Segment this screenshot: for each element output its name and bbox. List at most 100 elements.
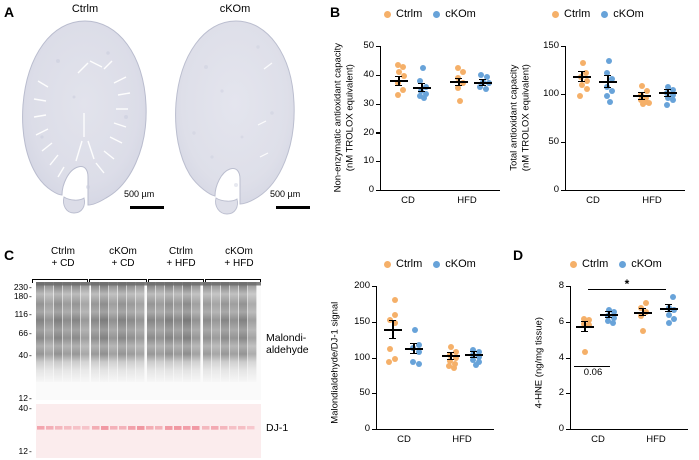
b2-ticklabel-50: 50 [548,136,559,147]
histology-section-ctrlm [22,20,147,214]
data-point [392,297,398,303]
pvalue-line [574,366,610,368]
error-bar [392,320,394,338]
b1-tick-30 [376,103,380,105]
data-point [455,85,461,91]
mw-66: 66 [18,328,28,338]
significance-bar [588,289,666,291]
data-point [477,84,483,90]
d-cat-hfd: HFD [646,434,666,445]
data-point [447,358,453,364]
b1-y-axis [380,46,382,191]
data-point [640,101,646,107]
b1-cat-cd: CD [401,195,415,206]
data-point [639,83,645,89]
error-cap [470,350,477,352]
data-point [646,100,652,106]
data-point [457,98,463,104]
d-tick-0 [566,429,570,431]
data-point [666,312,672,318]
c-tick-150 [372,321,376,324]
data-point [460,80,466,86]
legend-label-ctrlm-b1: Ctrlm [396,8,423,20]
data-point [586,322,592,328]
error-cap [638,99,645,101]
c-ticklabel-100: 100 [354,351,370,363]
error-cap [604,87,611,89]
d-cat-cd: CD [591,434,605,445]
error-cap [470,357,477,359]
b2-ticklabel-150: 150 [543,40,559,51]
scalebar-2 [276,206,310,209]
data-point [392,312,398,318]
data-point [400,64,406,70]
legend-label-ctrlm-d: Ctrlm [582,258,609,270]
blot-group-header-4: cKOm + HFD [224,246,254,269]
b2-ylabel-line2: (nM TROLOX equivalent) [520,64,532,172]
data-point [484,74,490,80]
error-cap [447,359,454,361]
data-point [421,95,427,101]
legend-dot-ckom-d [619,260,627,268]
error-cap [665,311,672,313]
data-point [392,320,398,326]
panel-letter-c: C [4,247,15,263]
data-point [478,72,484,78]
panel-letter-b: B [330,4,341,20]
error-cap [395,85,402,87]
data-point [473,362,479,368]
data-point [577,93,583,99]
c-y-axis [376,286,378,430]
error-cap [578,70,585,72]
d-y-axis [570,286,572,430]
blot-bracket-3 [148,279,204,283]
data-point [386,359,392,365]
data-point [423,91,429,97]
error-bar [607,75,609,87]
b1-ticklabel-40: 40 [363,69,374,80]
data-point [451,365,457,371]
legend-dot-ctrlm-d [570,260,577,268]
c-cat-hfd: HFD [452,434,472,445]
data-point [476,359,482,365]
data-point [611,315,617,321]
b1-cat-hfd: HFD [457,195,477,206]
blot-label-malondialdehyde: Malondi-aldehyde [266,332,309,357]
data-point [670,92,676,98]
error-bar [473,351,475,357]
error-cap [664,88,671,90]
b1-tick-0 [376,190,380,192]
data-point [671,316,677,322]
legend-c: Ctrlm cKOm [384,258,476,270]
error-bar [458,78,460,85]
d-tick-6 [566,321,570,324]
error-cap [418,91,425,93]
data-point [417,78,423,84]
mw-40: 40 [18,350,28,360]
data-point [395,80,401,86]
b2-cat-hfd: HFD [642,195,662,206]
data-point [455,65,461,71]
legend-label-ckom-b2: cKOm [613,8,644,20]
data-point [586,317,592,323]
pvalue-label: 0.06 [583,367,603,378]
mw-dash: - [29,328,32,338]
c-tick-50 [372,393,376,395]
panel-letter-a: A [4,4,15,20]
data-point [416,349,422,355]
data-point [606,58,612,64]
b1-ticklabel-50: 50 [363,40,374,51]
data-point [610,320,616,326]
data-point [670,294,676,300]
data-point [395,92,401,98]
error-bar [641,92,643,99]
b1-ticklabel-30: 30 [363,98,374,109]
blot-group-header-3: Ctrlm + HFD [166,246,196,269]
b2-y-axis [565,46,567,191]
b2-x-axis [565,190,685,192]
b1-ylabel-line1: Non-enzymatic antioxidant capacity [332,42,344,193]
error-cap [605,310,612,312]
error-cap [581,320,588,322]
b2-tick-50 [561,142,565,144]
